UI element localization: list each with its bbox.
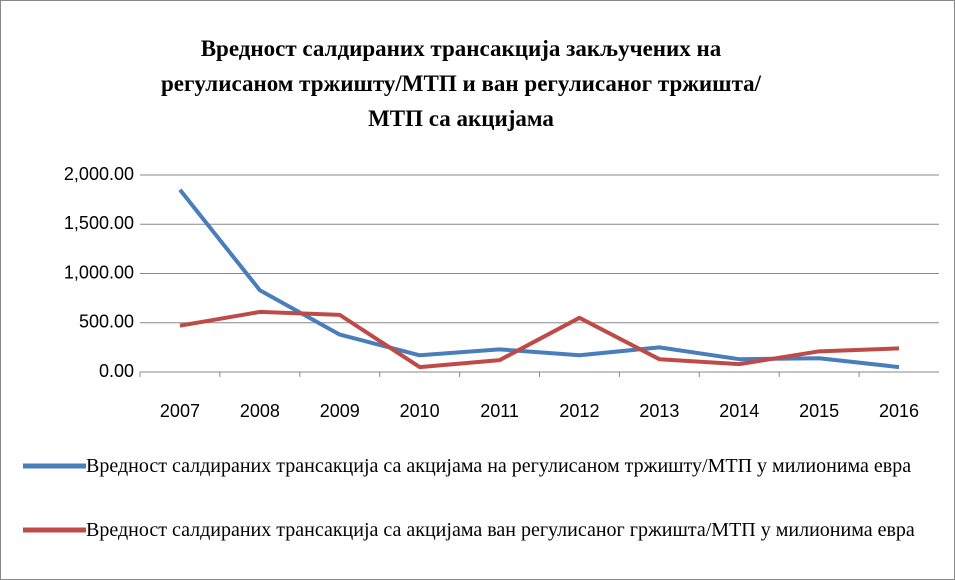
- x-tick-label: 2007: [160, 401, 200, 421]
- y-tick-label: 2,000.00: [64, 164, 134, 184]
- series-line: [179, 309, 900, 370]
- y-tick-label: 0.00: [99, 361, 134, 381]
- y-tick-label: 1,500.00: [64, 213, 134, 233]
- x-tick-label: 2010: [400, 401, 440, 421]
- legend-label: Вредност салдираних трансакција са акциј…: [86, 455, 912, 477]
- chart-title: Вредност салдираних трансакција закључен…: [160, 36, 762, 131]
- y-tick-label: 500.00: [79, 312, 134, 332]
- x-tick-label: 2014: [719, 401, 759, 421]
- x-tick-label: 2009: [320, 401, 360, 421]
- x-tick-label: 2015: [799, 401, 839, 421]
- x-tick-label: 2011: [480, 401, 519, 421]
- x-tick-label: 2012: [559, 401, 599, 421]
- x-tick-label: 2016: [879, 401, 919, 421]
- x-tick-label: 2013: [639, 401, 679, 421]
- y-tick-label: 1,000.00: [64, 262, 134, 282]
- x-tick-label: 2008: [240, 401, 280, 421]
- legend-label: Вредност салдираних трансакција са акциј…: [86, 519, 915, 541]
